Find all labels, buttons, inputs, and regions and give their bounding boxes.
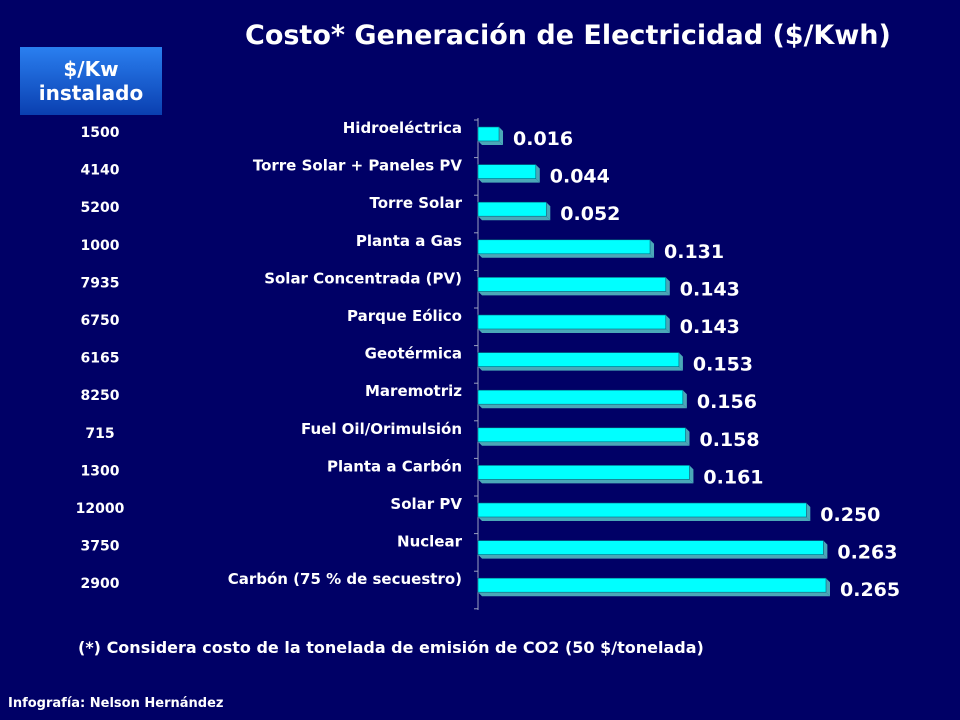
bar bbox=[477, 277, 667, 292]
installed-cost-value: 1500 bbox=[81, 125, 120, 141]
bar-side bbox=[535, 164, 540, 183]
category-label: Solar Concentrada (PV) bbox=[264, 269, 462, 287]
category-label: Geotérmica bbox=[365, 345, 462, 363]
bar-side bbox=[823, 540, 828, 559]
category-label: Torre Solar bbox=[369, 194, 462, 212]
bar-side bbox=[806, 503, 811, 521]
bar-bottom bbox=[478, 366, 683, 371]
bar-side bbox=[682, 390, 687, 409]
category-label: Hidroeléctrica bbox=[343, 119, 462, 137]
chart-title: Costo* Generación de Electricidad ($/Kwh… bbox=[245, 20, 891, 51]
data-label: 0.158 bbox=[699, 429, 759, 451]
installed-cost-value: 1000 bbox=[81, 238, 120, 254]
category-label: Fuel Oil/Orimulsión bbox=[301, 420, 462, 438]
data-label: 0.143 bbox=[680, 316, 740, 338]
installed-cost-value: 2900 bbox=[81, 576, 120, 592]
bar-side bbox=[650, 239, 655, 258]
bar-side bbox=[685, 427, 690, 446]
bar-bottom bbox=[478, 592, 830, 597]
bar-bottom bbox=[478, 479, 694, 484]
installed-cost-value: 5200 bbox=[81, 200, 120, 216]
bar bbox=[477, 540, 824, 555]
credit: Infografía: Nelson Hernández bbox=[8, 696, 224, 711]
data-label: 0.153 bbox=[693, 354, 753, 376]
data-label: 0.161 bbox=[703, 466, 763, 488]
installed-cost-value: 1300 bbox=[81, 463, 120, 479]
bar-bottom bbox=[478, 441, 690, 446]
bar bbox=[477, 577, 827, 593]
bar-bottom bbox=[478, 141, 504, 145]
category-label: Nuclear bbox=[397, 533, 463, 551]
bar bbox=[477, 465, 690, 480]
data-label: 0.265 bbox=[840, 579, 900, 601]
category-label: Carbón (75 % de secuestro) bbox=[228, 570, 462, 588]
bar-bottom bbox=[478, 554, 828, 559]
bar-side bbox=[665, 277, 670, 296]
installed-cost-value: 7935 bbox=[81, 275, 120, 291]
bar-bottom bbox=[478, 517, 811, 521]
bar-side bbox=[546, 202, 551, 221]
bar-bottom bbox=[478, 178, 540, 183]
data-label: 0.016 bbox=[513, 128, 573, 150]
data-label: 0.156 bbox=[697, 391, 757, 413]
bar-side bbox=[665, 315, 670, 333]
installed-cost-header-line2: instalado bbox=[38, 81, 144, 105]
installed-cost-value: 4140 bbox=[81, 163, 120, 179]
bar bbox=[477, 314, 667, 330]
installed-cost-value: 715 bbox=[85, 426, 114, 442]
data-label: 0.052 bbox=[560, 203, 620, 225]
bar bbox=[477, 502, 807, 518]
category-label: Torre Solar + Paneles PV bbox=[253, 157, 463, 175]
bar bbox=[477, 164, 537, 179]
footnote: (*) Considera costo de la tonelada de em… bbox=[78, 638, 704, 657]
bar-bottom bbox=[478, 329, 670, 333]
category-label: Planta a Gas bbox=[356, 232, 462, 250]
bar bbox=[477, 427, 686, 443]
installed-cost-value: 3750 bbox=[81, 539, 120, 555]
bar-side bbox=[499, 127, 504, 145]
bar-bottom bbox=[478, 291, 670, 296]
installed-cost-value: 6165 bbox=[81, 351, 120, 367]
bar-side bbox=[678, 352, 683, 371]
data-label: 0.143 bbox=[680, 278, 740, 300]
bar-bottom bbox=[478, 404, 687, 409]
bar bbox=[477, 239, 651, 255]
installed-cost-header-line1: $/Kw bbox=[63, 57, 119, 81]
bar-bottom bbox=[478, 253, 655, 258]
category-label: Planta a Carbón bbox=[327, 457, 462, 475]
data-label: 0.131 bbox=[664, 241, 724, 263]
data-label: 0.044 bbox=[550, 166, 610, 188]
category-label: Solar PV bbox=[390, 495, 462, 513]
bar bbox=[477, 201, 547, 217]
bar bbox=[477, 126, 500, 142]
installed-cost-value: 8250 bbox=[81, 388, 120, 404]
bar-bottom bbox=[478, 216, 551, 221]
data-label: 0.250 bbox=[820, 504, 880, 526]
installed-cost-header: $/Kw instalado bbox=[20, 47, 162, 115]
installed-cost-value: 6750 bbox=[81, 313, 120, 329]
bar bbox=[477, 389, 684, 405]
bar bbox=[477, 352, 680, 367]
bar-side bbox=[826, 578, 830, 597]
category-label: Maremotriz bbox=[365, 382, 462, 400]
data-label: 0.263 bbox=[837, 542, 897, 564]
installed-cost-value: 12000 bbox=[76, 501, 125, 517]
category-label: Parque Eólico bbox=[347, 307, 462, 325]
bar-side bbox=[689, 465, 694, 484]
